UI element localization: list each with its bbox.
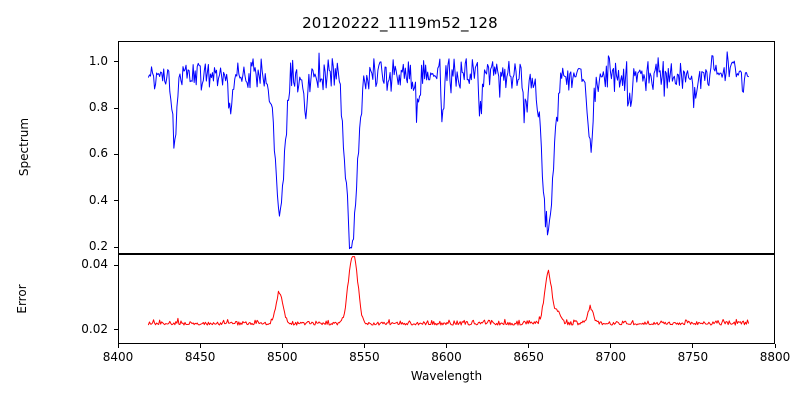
spectrum-y-tick-mark (114, 107, 118, 109)
spectrum-y-axis-label: Spectrum (17, 117, 31, 177)
x-tick-label: 8400 (102, 350, 134, 364)
error-y-axis-label: Error (15, 284, 29, 314)
spectrum-y-tick-mark (114, 153, 118, 155)
x-tick-label: 8800 (759, 350, 791, 364)
spectrum-y-tick-label: 0.2 (88, 239, 108, 254)
x-tick-label: 8550 (349, 350, 380, 364)
error-y-tick-mark (114, 264, 118, 266)
error-trace (147, 256, 749, 326)
error-y-tick-mark (114, 329, 118, 331)
spectrum-y-tick-label: 0.4 (88, 192, 108, 207)
x-tick-label: 8650 (513, 350, 544, 364)
spectrum-trace (147, 51, 749, 250)
chart-title: 20120222_1119m52_128 (302, 14, 498, 32)
x-tick-label: 8500 (266, 350, 298, 364)
x-tick-mark (363, 344, 365, 348)
x-tick-label: 8600 (431, 350, 462, 364)
error-y-tick-label: 0.02 (81, 321, 108, 336)
x-tick-label: 8750 (677, 350, 709, 364)
x-axis-label: Wavelength (410, 369, 483, 383)
spectrum-y-tick-mark (114, 61, 118, 63)
x-tick-mark (117, 344, 119, 348)
x-tick-mark (199, 344, 201, 348)
x-tick-mark (692, 344, 694, 348)
x-tick-mark (446, 344, 447, 348)
spectrum-y-tick-label: 1.0 (88, 53, 108, 68)
x-tick-mark (774, 344, 776, 348)
x-tick-mark (528, 344, 530, 348)
spectrum-y-tick-mark (114, 246, 118, 248)
error-panel (118, 254, 775, 344)
x-tick-mark (610, 344, 612, 348)
x-tick-mark (281, 344, 283, 348)
spectrum-y-tick-mark (114, 200, 118, 202)
error-y-tick-label: 0.04 (81, 257, 108, 272)
spectrum-panel (118, 41, 775, 254)
spectrum-y-tick-label: 0.6 (88, 146, 108, 161)
spectrum-y-tick-label: 0.8 (88, 100, 108, 115)
x-tick-label: 8700 (595, 350, 627, 364)
x-tick-label: 8450 (184, 350, 216, 364)
